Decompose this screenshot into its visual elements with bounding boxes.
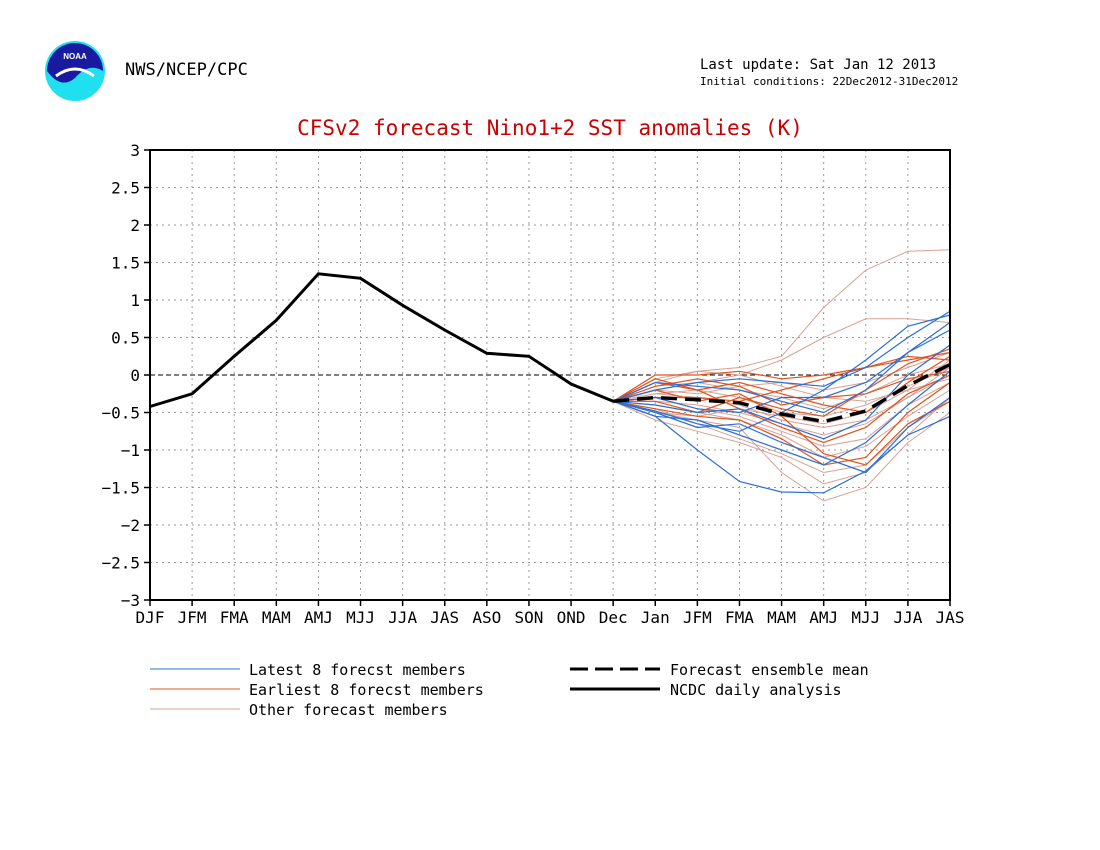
ensemble-mean-line — [613, 362, 951, 424]
latest-member-line — [612, 400, 951, 494]
earliest-member-line — [613, 389, 951, 466]
x-tick-label: JFM — [683, 608, 712, 627]
x-tick-label: MAM — [262, 608, 291, 627]
y-tick-label: 2.5 — [111, 179, 140, 198]
x-tick-label: JJA — [893, 608, 922, 627]
y-tick-label: −2.5 — [101, 554, 140, 573]
x-tick-label: FMA — [220, 608, 249, 627]
legend-other-label: Other forecast members — [249, 701, 448, 719]
earliest-member-line — [613, 382, 951, 466]
legend-latest-label: Latest 8 forecst members — [249, 661, 466, 679]
x-tick-label: OND — [557, 608, 586, 627]
y-tick-label: 0 — [130, 366, 140, 385]
x-tick-label: Jan — [641, 608, 670, 627]
y-tick-label: −3 — [121, 591, 140, 610]
latest-member-line — [612, 322, 951, 414]
x-tick-label: AMJ — [809, 608, 838, 627]
x-tick-label: AMJ — [304, 608, 333, 627]
noaa-logo: NOAA — [45, 41, 105, 101]
x-tick-label: JJA — [388, 608, 417, 627]
initial-conditions: Initial conditions: 22Dec2012-31Dec2012 — [700, 75, 959, 88]
x-tick-label: SON — [514, 608, 543, 627]
latest-member-line — [612, 370, 951, 466]
x-axis: DJF JFM FMA MAM AMJ MJJ JJA JAS ASO SON OND Dec Jan J… — [136, 600, 965, 627]
x-tick-label: MAM — [767, 608, 796, 627]
x-tick-label: MJJ — [851, 608, 880, 627]
earliest-member-line — [612, 374, 951, 444]
earliest-member-line — [613, 348, 951, 417]
y-tick-label: −2 — [121, 516, 140, 535]
y-tick-label: 0.5 — [111, 329, 140, 348]
y-tick-label: 2 — [130, 216, 140, 235]
legend-mean-label: Forecast ensemble mean — [670, 661, 869, 679]
y-tick-label: 1 — [130, 291, 140, 310]
x-tick-label: JAS — [430, 608, 459, 627]
agency-label: NWS/NCEP/CPC — [125, 60, 248, 80]
ncdc-analysis-series — [149, 272, 614, 408]
analysis-line — [149, 272, 614, 408]
x-tick-label: ASO — [472, 608, 501, 627]
grid-lines — [150, 150, 950, 600]
y-tick-label: 3 — [130, 141, 140, 160]
other-member-line — [612, 249, 951, 402]
y-tick-label: −1 — [121, 441, 140, 460]
y-tick-label: −0.5 — [101, 404, 140, 423]
x-tick-label: Dec — [599, 608, 628, 627]
x-tick-label: JFM — [178, 608, 207, 627]
y-tick-label: 1.5 — [111, 254, 140, 273]
y-axis: 3 2.5 2 1.5 1 0.5 0 −0.5 −1 −1.5 −2 −2.5 −3 — [101, 141, 150, 610]
logo-text: NOAA — [63, 52, 87, 61]
x-tick-label: FMA — [725, 608, 754, 627]
x-tick-label: DJF — [136, 608, 165, 627]
ensemble-mean-series — [613, 362, 951, 424]
legend-earliest-label: Earliest 8 forecst members — [249, 681, 484, 699]
x-tick-label: JAS — [936, 608, 965, 627]
latest-member-line — [613, 329, 951, 414]
chart-title: CFSv2 forecast Nino1+2 SST anomalies (K) — [297, 116, 803, 140]
last-update: Last update: Sat Jan 12 2013 — [700, 57, 937, 73]
legend-analysis-label: NCDC daily analysis — [670, 681, 842, 699]
latest-member-line — [613, 310, 951, 402]
x-tick-label: MJJ — [346, 608, 375, 627]
latest-member-line — [613, 344, 951, 440]
y-tick-label: −1.5 — [101, 479, 140, 498]
legend: Latest 8 forecst members Earliest 8 fore… — [150, 661, 869, 719]
